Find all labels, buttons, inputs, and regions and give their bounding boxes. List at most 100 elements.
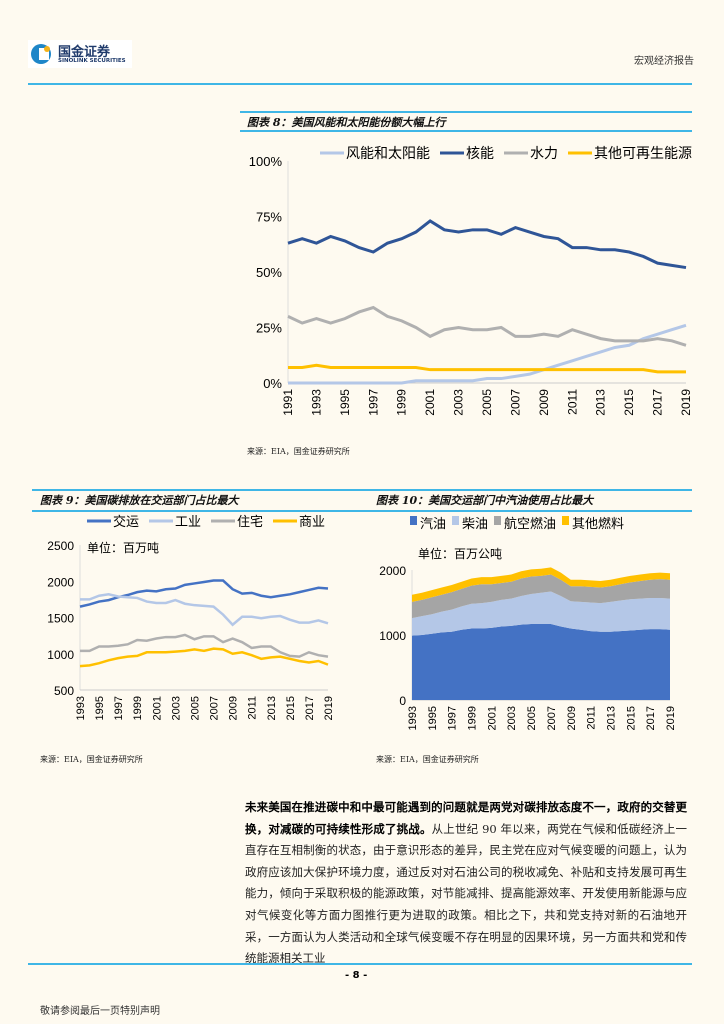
area-汽油 [412,623,670,700]
brand-en: SINOLINK SECURITIES [58,58,126,64]
y-tick-label: 1000 [47,648,74,662]
x-tick-label: 2019 [323,696,335,720]
x-tick-label: 2015 [285,696,297,720]
x-tick-label: 1997 [366,389,380,416]
x-tick-label: 2005 [189,696,201,720]
y-tick-label: 25% [256,321,282,336]
body-paragraph: 未来美国在推进碳中和中最可能遇到的问题就是两党对碳排放态度不一，政府的交替更换，… [245,797,687,970]
line-水力 [287,305,687,347]
legend-label: 航空燃油 [504,516,556,531]
x-tick-label: 2011 [586,706,598,730]
x-tick-label: 2001 [486,706,498,730]
y-tick-label: 2000 [379,564,406,578]
line-核能 [287,219,687,270]
area-其他燃料 [412,567,670,602]
x-tick-label: 1999 [395,389,409,416]
legend-label: 住宅 [237,514,263,529]
x-tick-label: 1991 [281,389,295,416]
area-柴油 [412,591,670,636]
line-住宅 [80,633,329,658]
y-tick-label: 500 [54,684,74,698]
fig8-rule-top [240,111,692,113]
brand-cn: 国金证券 [58,45,111,60]
x-tick-label: 2001 [151,696,163,720]
x-tick-label: 2003 [170,696,182,720]
x-tick-label: 2005 [480,389,494,416]
y-tick-label: 100% [249,154,283,169]
x-tick-label: 1993 [309,389,323,416]
legend-label: 商业 [299,514,325,529]
x-tick-label: 2009 [228,696,240,720]
fig9-title: 图表 9：美国碳排放在交运部门占比最大 [40,494,239,507]
x-tick-label: 1999 [467,706,479,730]
y-tick-label: 50% [256,265,282,280]
line-其他可再生能源 [288,363,686,374]
header-rule [28,83,692,85]
body-text: 从上世纪 90 年以来，两党在气候和低碳经济上一直存在互相制衡的状态，由于意识形… [245,821,687,966]
x-tick-label: 2003 [506,706,518,730]
line-工业 [80,593,329,627]
x-tick-label: 1995 [338,389,352,416]
x-tick-label: 2017 [651,389,665,416]
legend-label: 交运 [113,514,139,529]
x-tick-label: 2017 [645,706,657,730]
x-tick-label: 2011 [565,389,579,415]
fig8-source: 来源：EIA，国金证券研究所 [247,447,350,456]
x-tick-label: 1997 [113,696,125,720]
chart-transport-fuel-use: 0 1000 2000 1993 1995 1997 1999 2001 2003 2005 200… [379,516,677,730]
x-tick-label: 2007 [209,696,221,720]
legend-label: 风能和太阳能 [346,145,430,161]
unit-label: 单位：百万公吨 [418,546,502,561]
x-tick-label: 1999 [132,696,144,720]
fig8-rule-bottom [240,130,692,132]
unit-label: 单位：百万吨 [87,540,159,555]
legend-label: 核能 [466,145,494,161]
x-tick-label: 2009 [566,706,578,730]
x-tick-label: 2003 [452,389,466,416]
x-tick-label: 2011 [247,696,259,720]
x-tick-label: 2013 [594,389,608,416]
fig8-title: 图表 8：美国风能和太阳能份额大幅上行 [247,116,446,129]
x-tick-label: 2019 [679,389,692,416]
y-tick-label: 0 [399,694,406,708]
x-tick-label: 1995 [94,696,106,720]
disclaimer: 敬请参阅最后一页特别声明 [40,1006,160,1017]
legend-swatch [494,516,501,525]
y-tick-label: 75% [256,210,282,225]
line-风能和太阳能 [288,323,687,385]
line-交运 [79,579,329,608]
x-tick-label: 1993 [407,706,419,730]
y-tick-label: 1000 [379,629,406,643]
x-tick-label: 1995 [427,706,439,730]
page-number: - 8 - [345,970,368,981]
fig9-rule-bottom [32,510,692,512]
footer-rule [28,963,692,965]
x-tick-label: 2009 [537,389,551,416]
fig10-title: 图表 10：美国交运部门中汽油使用占比最大 [376,494,594,507]
legend-label: 柴油 [462,516,488,531]
chart-emissions-by-sector: 500 1000 1500 2000 2500 1993 1995 1997 1999 2001 2… [47,514,335,720]
line-商业 [79,647,329,668]
x-tick-label: 2015 [622,389,636,416]
x-tick-label: 1997 [447,706,459,730]
legend-label: 汽油 [420,516,446,531]
y-tick-label: 2500 [47,539,74,553]
legend-label: 水力 [530,145,558,161]
fig10-source: 来源：EIA，国金证券研究所 [376,755,479,764]
logo-icon [31,44,51,64]
x-tick-label: 2019 [665,706,677,730]
x-tick-label: 1993 [75,696,87,720]
fig9-source: 来源：EIA，国金证券研究所 [40,755,143,764]
x-tick-label: 2007 [508,389,522,416]
report-type: 宏观经济报告 [634,56,694,67]
chart-wind-solar-share: 0% 25% 50% 75% 100% 1991 1993 1995 1997 1999 2001 2… [249,145,692,416]
y-tick-label: 1500 [47,612,74,626]
fig9-rule-top [32,489,692,491]
legend-swatch [410,516,417,525]
legend-label: 其他可再生能源 [594,145,692,161]
x-tick-label: 2001 [423,389,437,416]
legend-swatch [562,516,569,525]
x-tick-label: 2017 [304,696,316,720]
legend-label: 其他燃料 [572,516,624,531]
